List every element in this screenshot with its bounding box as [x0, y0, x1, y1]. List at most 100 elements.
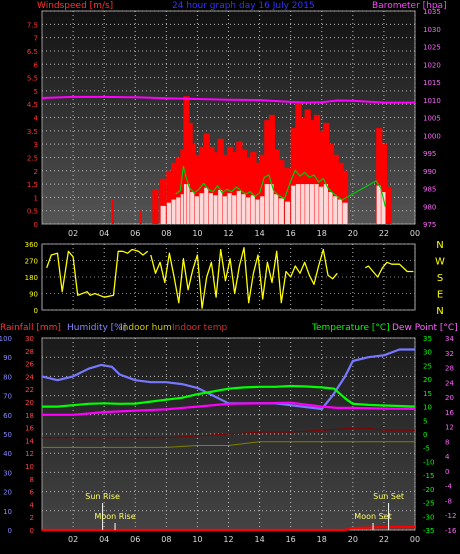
dew-tick-label: -16 — [445, 527, 457, 535]
rain-tick-label: 10 — [25, 463, 34, 471]
humidity-tick-label: 10 — [3, 508, 12, 516]
temp-tick-label: 35 — [423, 335, 432, 343]
wind-speed-line — [175, 165, 387, 208]
x-tick-label: 12 — [223, 535, 233, 544]
compass-label: N — [436, 306, 443, 317]
wind-gust-bar — [236, 141, 243, 224]
wind-average-bar — [160, 205, 166, 224]
indoor-temp-title: Indoor temp — [172, 323, 227, 333]
wind-gust-bar — [203, 133, 210, 224]
temp-tick-label: -10 — [423, 458, 434, 466]
sunrise-label: Sun Rise — [85, 492, 120, 501]
wind-average-bar — [208, 193, 214, 224]
sunset-label: Sun Set — [373, 492, 404, 501]
wind-average-bar — [222, 196, 228, 224]
direction-tick-label: 360 — [25, 241, 38, 249]
series-line — [42, 525, 415, 532]
compass-label: S — [437, 273, 443, 284]
baro-tick-label: 1025 — [423, 44, 441, 52]
wind-direction-line — [150, 247, 338, 309]
wind-average-bar — [190, 192, 196, 224]
x-tick-label: 18 — [317, 229, 327, 238]
x-tick-label: 18 — [317, 535, 327, 544]
baro-tick-label: 985 — [423, 186, 436, 194]
x-tick-label: 20 — [348, 535, 358, 544]
rain-tick-label: 14 — [25, 437, 34, 445]
wind-gust-bar — [186, 122, 193, 224]
series-line — [42, 401, 416, 416]
wind-tick-label: 0 — [34, 221, 38, 229]
wind-average-bar — [314, 184, 320, 224]
x-tick-label: 14 — [254, 229, 264, 238]
wind-average-bar — [241, 194, 247, 224]
temp-tick-label: -30 — [423, 513, 434, 521]
wind-tick-label: 6.5 — [27, 48, 38, 56]
x-tick-label: 06 — [130, 535, 140, 544]
x-tick-label: 10 — [192, 535, 202, 544]
x-tick-label: 00 — [410, 535, 420, 544]
wind-average-bar — [232, 195, 238, 224]
wind-gust-bar — [309, 120, 316, 224]
wind-gust-bar — [111, 200, 114, 224]
wind-tick-label: 7 — [34, 35, 38, 43]
moonset-label: Moon Set — [354, 512, 391, 521]
humidity-tick-label: 100 — [0, 335, 12, 343]
x-tick-label: 02 — [68, 535, 78, 544]
wind-gust-bar — [245, 157, 252, 224]
wind-average-bar — [171, 199, 177, 224]
baro-tick-label: 995 — [423, 150, 436, 158]
wind-direction-line — [364, 261, 414, 278]
chart-title: 24 hour graph day 16 July 2015 — [172, 1, 315, 11]
wind-gust-bar — [380, 144, 387, 224]
dew-tick-label: 20 — [445, 394, 454, 402]
rain-tick-label: 0 — [30, 527, 34, 535]
wind-gust-bar — [273, 149, 280, 224]
wind-tick-label: 3 — [34, 141, 38, 149]
x-tick-label: 16 — [286, 535, 296, 544]
direction-tick-label: 90 — [29, 291, 38, 299]
dew-tick-label: 28 — [445, 365, 454, 373]
wind-average-bar — [323, 184, 329, 224]
wind-gust-bar — [376, 128, 383, 224]
wind-gust-bar — [170, 162, 178, 224]
wind-average-bar — [337, 199, 343, 224]
wind-tick-label: 4 — [34, 115, 39, 123]
dew-tick-label: 32 — [445, 350, 454, 358]
wind-gust-bar — [189, 144, 196, 224]
wind-average-bar — [199, 193, 205, 224]
x-tick-label: 04 — [99, 535, 109, 544]
wind-gust-bar — [290, 128, 297, 224]
wind-average-bar — [246, 197, 252, 224]
temp-tick-label: -5 — [423, 445, 430, 453]
x-tick-label: 16 — [286, 229, 296, 238]
wind-tick-label: 2.5 — [27, 154, 38, 162]
wind-gust-bar — [327, 144, 335, 224]
wind-average-bar — [269, 184, 275, 224]
wind-tick-label: 3.5 — [27, 128, 38, 136]
wind-average-bar — [376, 185, 382, 224]
wind-average-bar — [255, 199, 261, 224]
x-tick-label: 22 — [379, 535, 389, 544]
wind-gust-bar — [259, 154, 266, 224]
rain-tick-label: 20 — [25, 399, 34, 407]
x-tick-label: 20 — [348, 229, 358, 238]
wind-gust-bar — [183, 96, 190, 224]
baro-axis-title: Barometer [hpa] — [372, 1, 447, 11]
wind-gust-bar — [160, 178, 167, 224]
dew-tick-label: 16 — [445, 409, 454, 417]
baro-tick-label: 1020 — [423, 61, 441, 69]
wind-gust-bar — [304, 109, 311, 224]
series-line — [42, 384, 416, 408]
wind-average-bar — [274, 194, 280, 224]
wind-gust-bar — [217, 138, 224, 224]
wind-gust-bar — [208, 146, 215, 224]
temp-tick-label: -25 — [423, 500, 434, 508]
wind-gust-bar — [175, 157, 182, 224]
barometer-line — [41, 95, 415, 104]
wind-average-bar — [278, 198, 284, 224]
wind-average-bar — [183, 184, 190, 224]
temp-tick-label: 30 — [423, 349, 432, 357]
humidity-tick-label: 20 — [3, 489, 12, 497]
wind-gust-bar — [240, 149, 248, 224]
humidity-tick-label: 70 — [3, 393, 12, 401]
